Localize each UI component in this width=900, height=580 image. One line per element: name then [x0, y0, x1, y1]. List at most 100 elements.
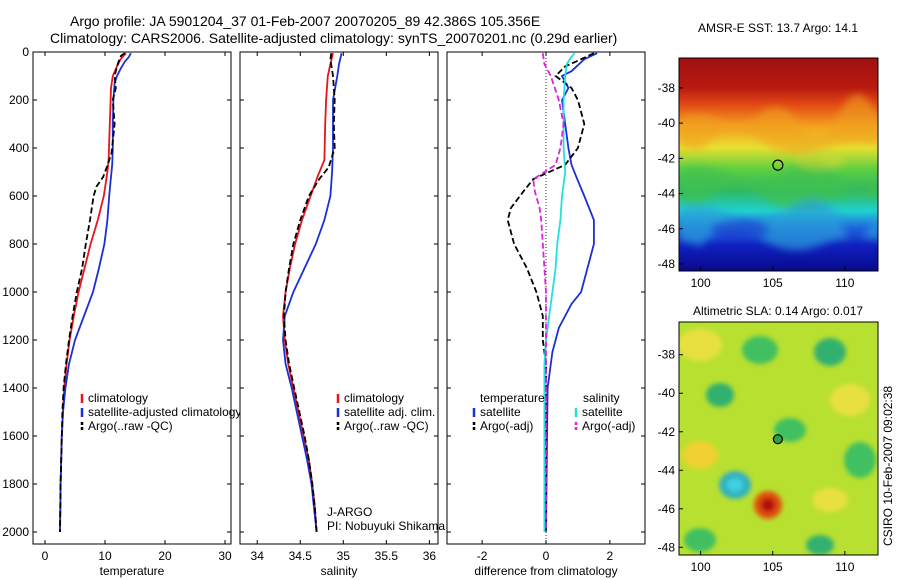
- series-line-1: [282, 52, 343, 533]
- y-tick-label: 1600: [2, 429, 29, 443]
- sst-front-warm: [679, 94, 878, 155]
- difference-x-axis-label: difference from climatology: [474, 564, 617, 578]
- map-y-tick-label: -46: [658, 502, 676, 516]
- sla-anomaly: [742, 336, 778, 364]
- y-tick-label: 1200: [2, 333, 29, 347]
- sla-map-axes: 100 105 110 -38 -40 -42 -44 -46 -48: [658, 348, 855, 574]
- sla-anomaly: [761, 498, 775, 512]
- salinity-panel: 34 34.5 35 35.5 36 salinity climatologysatelli…: [239, 51, 445, 578]
- temperature-plot-frame: [32, 51, 232, 545]
- y-tick-label: 1800: [2, 477, 29, 491]
- y-tick-label: 200: [9, 93, 29, 107]
- sst-map-frame: [678, 57, 879, 272]
- legend-label: satellite adj. clim.: [344, 405, 435, 419]
- temperature-panel: 0 10 20 30 0 200 400 600 800 1000 1200 1400 1600 1800…: [2, 45, 241, 578]
- y-tick-label: 800: [9, 237, 29, 251]
- sla-anomaly: [727, 478, 743, 492]
- series-line-2: [59, 52, 126, 533]
- x-tick-label: 34: [251, 549, 265, 563]
- map-y-tick-label: -38: [658, 348, 676, 362]
- figure-title-line2: Climatology: CARS2006. Satellite-adjuste…: [50, 30, 617, 46]
- legend-label: satellite: [480, 405, 521, 419]
- legend-group-title: temperature: [480, 391, 545, 405]
- sla-anomaly: [679, 329, 722, 361]
- x-tick-label: 34.5: [289, 549, 313, 563]
- sst-argo-marker: [772, 159, 784, 171]
- sla-map-title: Altimetric SLA: 0.14 Argo: 0.017: [693, 304, 863, 318]
- series-line-2: [282, 53, 336, 533]
- x-tick-label: 30: [218, 549, 232, 563]
- x-tick-label: 10: [98, 549, 112, 563]
- sst-map-axes: 100 105 110 -38 -40 -42 -44 -46 -48: [658, 81, 855, 290]
- map-x-tick-label: 100: [691, 276, 711, 290]
- salinity-annotation: J-ARGO: [327, 505, 372, 519]
- map-y-tick-label: -46: [658, 222, 676, 236]
- series-line-0: [545, 52, 598, 533]
- map-y-tick-label: -42: [658, 151, 676, 165]
- legend-group-title: salinity: [583, 391, 620, 405]
- x-tick-label: 20: [158, 549, 172, 563]
- map-x-tick-label: 110: [835, 560, 854, 574]
- map-x-tick-label: 105: [763, 276, 783, 290]
- legend-label: Argo(-adj): [480, 419, 533, 433]
- x-tick-label: 0: [543, 549, 550, 563]
- map-y-tick-label: -44: [658, 463, 676, 477]
- legend-label: satellite-adjusted climatology: [88, 405, 241, 419]
- x-tick-label: 35: [337, 549, 351, 563]
- side-label: CSIRO 10-Feb-2007 09:02:38: [881, 386, 895, 546]
- sla-anomaly: [844, 442, 876, 478]
- salinity-plot-frame: [239, 51, 439, 545]
- sst-front-mid: [679, 159, 878, 211]
- sla-map: Altimetric SLA: 0.14 Argo: 0.017: [658, 304, 879, 574]
- figure-title-line1: Argo profile: JA 5901204_37 01-Feb-2007 …: [70, 13, 540, 29]
- series-line-3: [532, 53, 565, 532]
- y-tick-label: 0: [22, 45, 29, 59]
- legend-label: Argo(-adj): [582, 419, 635, 433]
- sla-anomaly: [682, 441, 718, 469]
- sla-anomaly: [830, 384, 870, 416]
- map-y-tick-label: -38: [658, 81, 676, 95]
- y-tick-label: 400: [9, 141, 29, 155]
- x-tick-label: -2: [477, 549, 488, 563]
- temperature-x-axis-label: temperature: [100, 564, 165, 578]
- y-tick-label: 1400: [2, 381, 29, 395]
- sst-warm-eddy: [795, 151, 845, 169]
- map-y-tick-label: -42: [658, 425, 676, 439]
- x-tick-label: 2: [607, 549, 614, 563]
- map-y-tick-label: -40: [658, 116, 676, 130]
- sst-map: AMSR-E SST: 13.7 Argo: 14.1 100 105 110 -38…: [658, 21, 879, 290]
- sst-map-title: AMSR-E SST: 13.7 Argo: 14.1: [698, 21, 858, 35]
- y-tick-label: 600: [9, 189, 29, 203]
- y-tick-label: 2000: [2, 525, 29, 539]
- sst-cold-eddy: [710, 220, 770, 240]
- x-tick-label: 0: [42, 549, 49, 563]
- sla-anomaly: [812, 488, 848, 512]
- sla-anomaly: [814, 338, 846, 366]
- sla-anomaly: [706, 383, 734, 407]
- map-x-tick-label: 105: [763, 560, 783, 574]
- legend-label: satellite: [582, 405, 623, 419]
- x-tick-label: 36: [423, 549, 437, 563]
- sla-anomaly: [806, 535, 834, 555]
- legend-label: climatology: [88, 391, 148, 405]
- salinity-x-axis-label: salinity: [321, 564, 358, 578]
- map-x-tick-label: 110: [835, 276, 854, 290]
- map-y-tick-label: -44: [658, 187, 676, 201]
- sla-argo-marker: [772, 434, 783, 445]
- map-y-tick-label: -48: [658, 540, 676, 554]
- salinity-annotation: PI: Nobuyuki Shikama: [327, 519, 445, 533]
- series-line-1: [506, 52, 595, 532]
- series-line-2: [543, 52, 576, 532]
- sla-map-frame: [678, 321, 879, 556]
- legend-label: climatology: [344, 391, 404, 405]
- sla-anomaly: [774, 418, 806, 442]
- map-y-tick-label: -48: [658, 257, 676, 271]
- map-y-tick-label: -40: [658, 386, 676, 400]
- map-x-tick-label: 100: [691, 560, 711, 574]
- sst-front-cold: [679, 199, 878, 251]
- legend-label: Argo(..raw -QC): [88, 419, 173, 433]
- y-tick-label: 1000: [2, 285, 29, 299]
- legend-label: Argo(..raw -QC): [344, 419, 429, 433]
